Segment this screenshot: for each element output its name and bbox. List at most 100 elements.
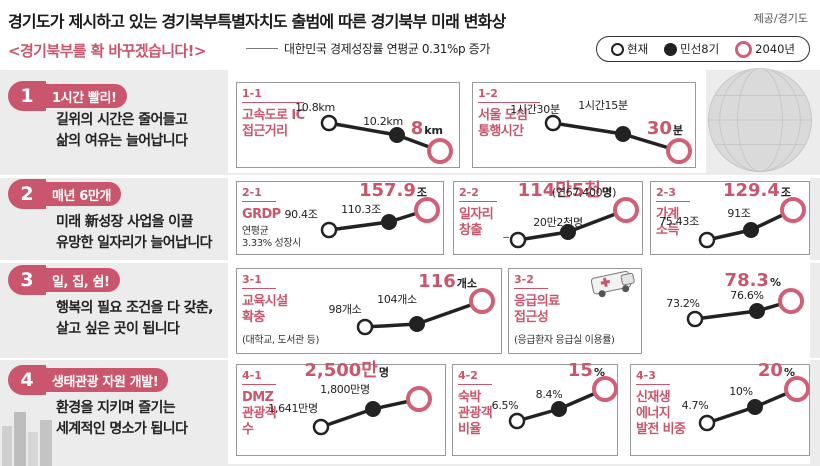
city-skyline-decoration [2, 412, 52, 466]
value-label-2040: 78.3% [725, 270, 781, 291]
series-segment [328, 121, 398, 137]
chart-plot: 4.7% 10% 20% [682, 360, 810, 432]
chart-card-4-1: 4-1 DMZ 관광객 수 1,641만명 1,800만명 2,500만명 [236, 360, 446, 456]
row-desc-3: 행복의 필요 조건을 다 갖춘, 살고 싶은 곳이 됩니다 [56, 298, 214, 340]
open-circle-icon [610, 42, 624, 56]
value-label-2040: 15% [568, 360, 605, 381]
marker-now [320, 221, 338, 239]
row-desc-1-line-2: 삶의 여유는 늘어납니다 [56, 133, 188, 149]
chart-label: 교육시설 확충 [242, 294, 288, 325]
chart-id-underline [242, 201, 276, 202]
chart-id-underline [242, 384, 276, 385]
value-label-now: 73.2% [666, 297, 699, 310]
marker-now [698, 414, 716, 432]
chart-plot: 10.8km 10.2km 8km [295, 101, 453, 164]
source-credit: 제공/경기도 [753, 12, 808, 25]
chart-id: 4-2 [458, 369, 478, 382]
value-label-now: 90.4조 [284, 208, 317, 221]
value-label-now: 10.8km [295, 101, 335, 114]
chart-card-4-3: 4-3 신재생 에너지 발전 비중 4.7% 10% 20% [630, 360, 810, 456]
marker-now [686, 310, 704, 328]
value-label-2040: 157.9조 [359, 180, 427, 201]
marker-now [698, 231, 716, 249]
marker-now [356, 318, 374, 336]
value-label-now: 1시간30분 [510, 103, 560, 116]
chart-card-4-2: 4-2 숙박 관광객 비율 6.5% 8.4% 15% [452, 360, 618, 456]
marker-mid [365, 401, 381, 417]
marker-2040 [666, 138, 692, 164]
series-segment [694, 309, 758, 321]
value-label-mid: 104개소 [377, 293, 417, 306]
row-desc-2-line-1: 미래 新성장 사업을 이끌 [56, 214, 193, 230]
series-segment [517, 230, 569, 242]
row-heading-text-3: 일, 집, 쉼! [46, 268, 120, 292]
legend-item-mid: 민선8기 [664, 41, 719, 57]
chart-sublabel: (대학교, 도서관 등) [242, 335, 319, 346]
row-desc-3-line-2: 살고 싶은 곳이 됩니다 [56, 321, 180, 337]
value-label-now: _ [502, 225, 509, 238]
marker-2040 [780, 197, 806, 223]
chart-label: DMZ 관광객 수 [242, 390, 277, 437]
chart-label: 서울 도심 통행시간 [478, 108, 528, 139]
chart-id: 2-1 [242, 186, 262, 199]
row-heading-4: 4 생태관광 자원 개발! [8, 365, 169, 395]
value-label-now: 6.5% [492, 399, 519, 412]
legend-label-mid: 민선8기 [680, 42, 720, 56]
series-segment [552, 121, 624, 136]
value-label-now: 4.7% [682, 399, 709, 412]
value-label-now: 1,641만명 [268, 402, 318, 415]
value-label-mid: 110.3조 [341, 203, 381, 216]
row-heading-text-4: 생태관광 자원 개발! [46, 368, 169, 392]
row-desc-2-line-2: 유망한 일자리가 늘어납니다 [56, 235, 213, 251]
marker-mid [615, 126, 631, 142]
marker-now [508, 412, 526, 430]
chart-id-underline [458, 384, 492, 385]
chart-id-underline [459, 201, 497, 202]
value-label-2040: 20% [758, 360, 795, 381]
marker-2040 [592, 376, 618, 402]
filled-circle-icon [664, 42, 678, 56]
series-segment [706, 405, 756, 425]
chart-card-1-2: 1-2 서울 도심 통행시간 1시간30분 1시간15분 30분 [472, 82, 696, 168]
value-label-mid: 91조 [727, 207, 750, 220]
chart-sublabel: (응급환자 응급실 이용률) [514, 335, 615, 346]
marker-mid [560, 224, 576, 240]
ambulance-icon [590, 270, 635, 298]
row-number-1: 1 [8, 81, 46, 111]
value-label-2040: 2,500만명 [304, 360, 389, 381]
value-label-2040: 129.4조 [723, 180, 791, 201]
series-segment [364, 322, 418, 329]
marker-2040 [613, 197, 639, 223]
legend-item-now: 현재 [610, 41, 649, 57]
chart-id-underline [242, 102, 304, 103]
chart-plot: 90.4조 110.3조 157.9조 [284, 180, 440, 239]
row-heading-3: 3 일, 집, 쉼! [8, 265, 120, 295]
chart-card-2-1: 2-1 GRDP 연평균 3.33% 성장시 90.4조 110.3조 157.9조 [236, 180, 444, 255]
chart-label: 응급의료 접근성 [514, 294, 560, 325]
chart-id-underline [656, 201, 690, 202]
chart-id: 3-2 [514, 273, 534, 286]
value-label-now: 75.43조 [659, 215, 699, 228]
marker-mid [381, 214, 397, 230]
marker-now [312, 418, 330, 436]
value-label-2040: 30분 [647, 118, 683, 139]
chart-id-underline [478, 102, 540, 103]
marker-mid [409, 316, 425, 332]
series-segment [320, 407, 374, 429]
chart-plot: 6.5% 8.4% 15% [492, 360, 618, 430]
value-label-mid: 1시간15분 [578, 99, 628, 112]
page-title: 경기도가 제시하고 있는 경기북부특별자치도 출범에 따른 경기북부 미래 변화… [8, 12, 506, 31]
chart-card-2-2: 2-2 일자리 창출 _ 20만2천명 114만5천명 (연67,400명) [453, 180, 643, 255]
chart-plot: 73.2% 76.6%78.3% [666, 270, 804, 328]
marker-mid [389, 127, 405, 143]
chart-id: 1-2 [478, 87, 498, 100]
row-desc-1-line-1: 길위의 시간은 줄어들고 [56, 112, 188, 128]
marker-now [509, 231, 527, 249]
pink-ring-icon [735, 40, 753, 58]
chart-id: 4-1 [242, 369, 262, 382]
row-desc-1: 길위의 시간은 줄어들고 삶의 여유는 늘어납니다 [56, 110, 188, 152]
chart-id: 3-1 [242, 273, 262, 286]
legend-label-now: 현재 [626, 42, 649, 56]
